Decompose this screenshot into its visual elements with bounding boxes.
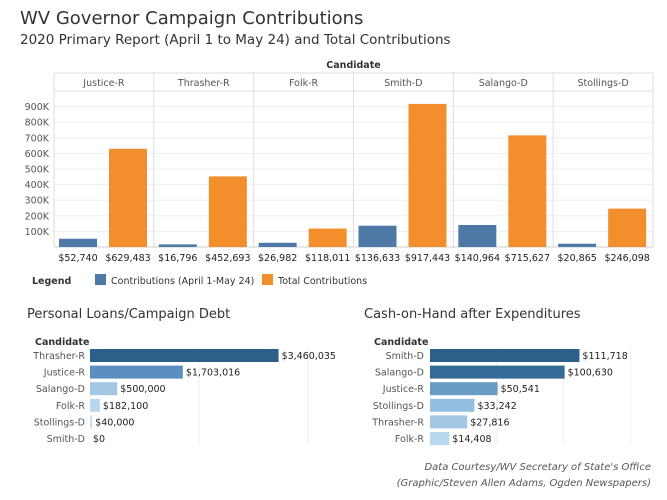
bar-period [558, 243, 597, 247]
bar-value-label: $136,633 [355, 253, 400, 264]
bar-period [358, 225, 397, 247]
candidate-header: Smith-D [384, 78, 422, 89]
bar [90, 365, 183, 379]
row-label: Smith-D [47, 434, 85, 445]
bar [430, 398, 475, 412]
bar-value-label: $27,816 [470, 417, 509, 428]
row-header: Candidate [35, 337, 89, 348]
bar-total [408, 103, 447, 247]
bar-total [608, 208, 647, 247]
y-tick-label: 100K [25, 227, 50, 238]
row-label: Thrasher-R [371, 417, 424, 428]
legend-swatch-total [262, 274, 273, 285]
y-tick-label: 600K [25, 149, 50, 160]
chart-title: Personal Loans/Campaign Debt [27, 307, 230, 322]
bar [430, 382, 498, 396]
bar-value-label: $3,460,035 [282, 351, 336, 362]
bar-value-label: $140,964 [455, 253, 500, 264]
bar-value-label: $20,865 [558, 253, 597, 264]
bar-value-label: $0 [93, 434, 105, 445]
bar-value-label: $16,796 [158, 253, 197, 264]
candidate-header: Stollings-D [577, 78, 628, 89]
credit-line-1: Data Courtesy/WV Secretary of State's Of… [424, 462, 651, 473]
bar-value-label: $715,627 [505, 253, 550, 264]
legend-swatch-period [95, 274, 106, 285]
y-tick-label: 200K [25, 211, 50, 222]
bar-period [458, 225, 497, 247]
bar-value-label: $52,740 [58, 253, 97, 264]
bar-total [109, 148, 147, 247]
legend-label-period: Contributions (April 1-May 24) [111, 276, 254, 287]
bar-value-label: $40,000 [95, 417, 134, 428]
bar-value-label: $917,443 [405, 253, 450, 264]
bar-total [208, 176, 247, 247]
bar [430, 349, 580, 362]
bar-period [158, 244, 197, 247]
row-label: Stollings-D [373, 401, 424, 412]
legend-label-total: Total Contributions [277, 276, 367, 287]
bar-value-label: $452,693 [205, 253, 250, 264]
bar [90, 382, 118, 396]
bar [430, 365, 565, 379]
chart-title: Cash-on-Hand after Expenditures [364, 307, 581, 322]
candidate-header: Salango-D [479, 78, 528, 89]
bar-period [258, 242, 297, 247]
y-tick-label: 700K [25, 133, 50, 144]
bar-value-label: $500,000 [120, 384, 165, 395]
bar [90, 349, 279, 362]
bar-period [59, 238, 97, 247]
bar-value-label: $111,718 [582, 351, 627, 362]
credit-line-2: (Graphic/Steven Allen Adams, Ogden Newsp… [396, 478, 651, 489]
legend-title: Legend [32, 276, 71, 287]
credits: Data Courtesy/WV Secretary of State's Of… [397, 460, 651, 492]
row-label: Salango-D [36, 384, 85, 395]
candidate-header: Justice-R [82, 78, 125, 89]
row-label: Stollings-D [34, 417, 85, 428]
row-label: Folk-R [56, 401, 86, 412]
row-label: Thrasher-R [32, 351, 85, 362]
candidate-header: Folk-R [289, 78, 319, 89]
y-tick-label: 500K [25, 165, 50, 176]
bar [90, 398, 100, 412]
page-title: WV Governor Campaign Contributions [20, 8, 364, 29]
bar-value-label: $14,408 [452, 434, 491, 445]
row-label: Salango-D [375, 368, 424, 379]
row-label: Smith-D [386, 351, 424, 362]
bar-value-label: $100,630 [568, 368, 613, 379]
bar [430, 415, 468, 429]
bar-value-label: $246,098 [604, 253, 649, 264]
bar [430, 432, 450, 445]
bar-total [508, 135, 547, 247]
row-header: Candidate [374, 337, 428, 348]
row-label: Justice-R [43, 368, 86, 379]
y-tick-label: 400K [25, 180, 50, 191]
bar-value-label: $33,242 [477, 401, 516, 412]
bar-value-label: $50,541 [501, 384, 540, 395]
bar-value-label: $182,100 [103, 401, 148, 412]
bar [90, 415, 93, 429]
y-tick-label: 900K [25, 102, 50, 113]
bar-value-label: $1,703,016 [186, 368, 240, 379]
page-subtitle: 2020 Primary Report (April 1 to May 24) … [20, 32, 451, 48]
candidate-header: Thrasher-R [177, 78, 230, 89]
bar-value-label: $629,483 [105, 253, 150, 264]
y-tick-label: 800K [25, 118, 50, 129]
bar-value-label: $118,011 [305, 253, 350, 264]
y-tick-label: 300K [25, 196, 50, 207]
row-label: Folk-R [395, 434, 425, 445]
bar-total [308, 228, 347, 247]
bar-value-label: $26,982 [258, 253, 297, 264]
column-header: Candidate [326, 60, 380, 71]
row-label: Justice-R [382, 384, 425, 395]
